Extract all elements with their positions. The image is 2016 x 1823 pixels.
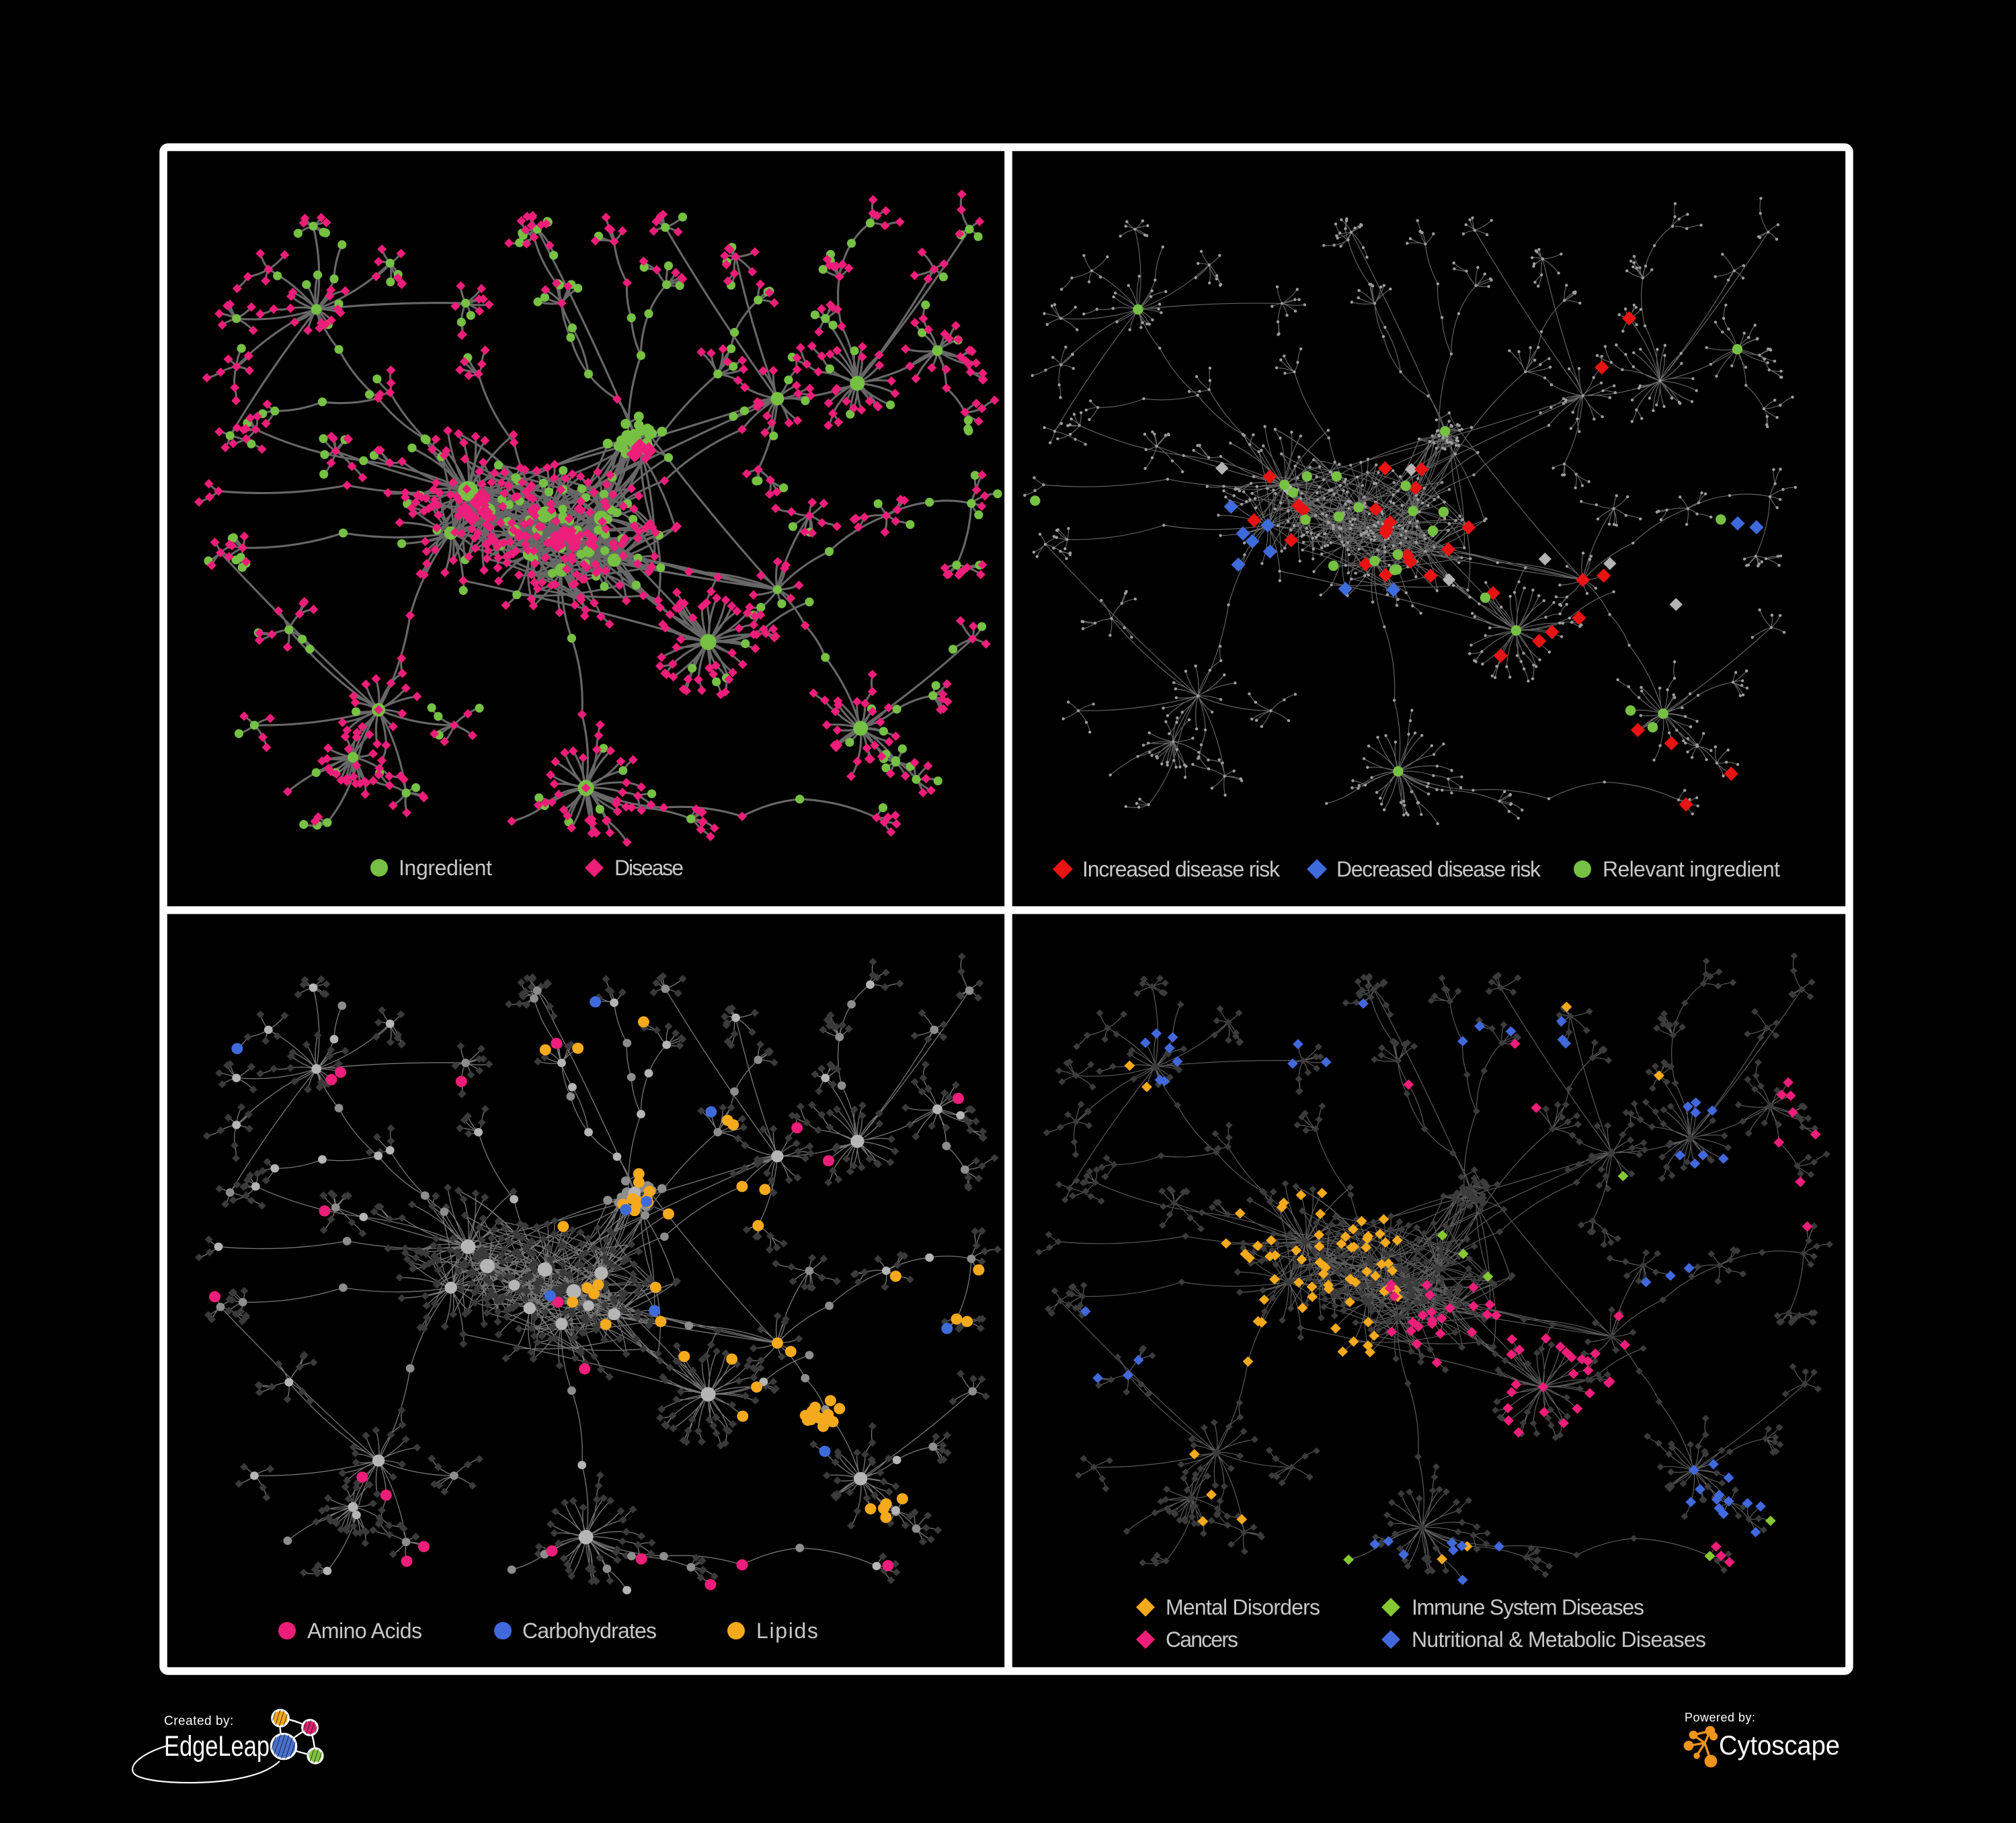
svg-text:EdgeLeap: EdgeLeap — [164, 1730, 270, 1763]
svg-text:Powered by:: Powered by: — [1685, 1711, 1756, 1724]
svg-text:Relevant ingredient: Relevant ingredient — [1603, 857, 1780, 881]
svg-text:Created by:: Created by: — [164, 1714, 234, 1728]
svg-text:Carbohydrates: Carbohydrates — [522, 1619, 657, 1643]
svg-text:Disease: Disease — [614, 856, 684, 880]
svg-text:Cytoscape: Cytoscape — [1719, 1731, 1840, 1760]
svg-text:Mental Disorders: Mental Disorders — [1166, 1595, 1320, 1619]
svg-text:Immune System Diseases: Immune System Diseases — [1412, 1595, 1644, 1619]
svg-text:Decreased disease risk: Decreased disease risk — [1336, 857, 1541, 881]
svg-text:Ingredient: Ingredient — [399, 856, 492, 880]
svg-text:Lipids: Lipids — [756, 1619, 818, 1643]
svg-text:Amino Acids: Amino Acids — [307, 1619, 422, 1643]
svg-text:Nutritional & Metabolic Diseas: Nutritional & Metabolic Diseases — [1412, 1627, 1706, 1652]
svg-text:Increased disease risk: Increased disease risk — [1082, 857, 1281, 881]
svg-text:Cancers: Cancers — [1166, 1627, 1238, 1652]
